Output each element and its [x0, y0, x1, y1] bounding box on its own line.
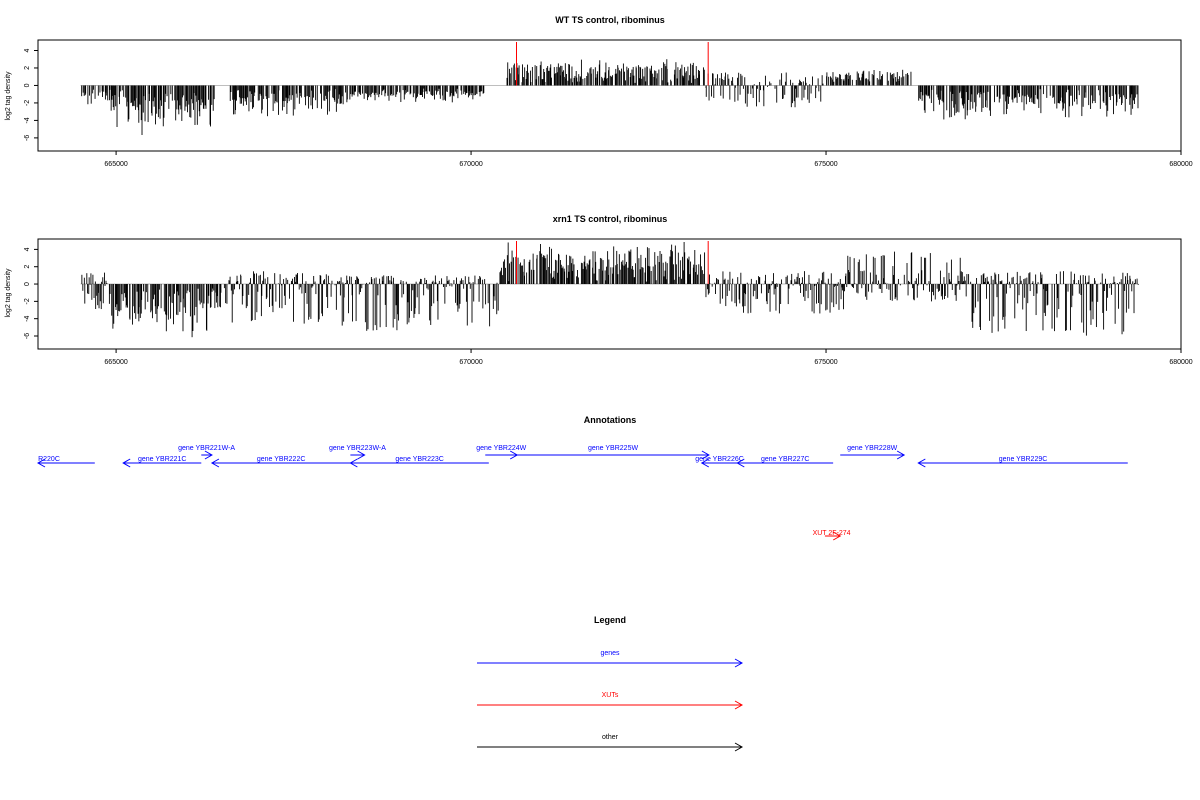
gene-label: gene YBR223W-A: [329, 445, 386, 452]
x-tick-label: 665000: [104, 359, 127, 366]
y-tick-label: -2: [24, 298, 31, 304]
y-tick-label: 4: [24, 247, 31, 251]
density-bars: [81, 242, 1139, 338]
gene-arrow-head: [122, 458, 131, 468]
y-tick-label: -6: [24, 135, 31, 141]
gene-arrow-head: [357, 450, 366, 460]
y-tick-label: 2: [24, 66, 31, 70]
gene-label: gene YBR225W: [588, 445, 638, 452]
legend-label: XUTs: [602, 692, 619, 699]
y-axis-label: log2 tag density: [5, 268, 12, 318]
x-tick-label: 670000: [459, 161, 482, 168]
gene-feature[interactable]: gene YBR228W: [840, 445, 906, 460]
gene-label: gene YBR222C: [257, 456, 306, 463]
legend-label: genes: [600, 650, 620, 657]
legend-item: XUTs: [477, 692, 744, 710]
x-tick-label: 670000: [459, 359, 482, 366]
gene-label: R220C: [38, 456, 60, 463]
density-bars: [81, 59, 1139, 136]
gene-feature[interactable]: gene YBR226C: [695, 456, 744, 468]
legend: Legend genes XUTs other: [477, 615, 744, 752]
x-tick-label: 665000: [104, 161, 127, 168]
gene-arrow-head: [736, 458, 745, 468]
gene-feature[interactable]: gene YBR223W-A: [329, 445, 386, 460]
gene-arrow-head: [700, 458, 710, 468]
annotations-track: Annotations R220C gene YBR221C gene YBR221…: [36, 415, 1128, 541]
gene-feature[interactable]: R220C: [36, 456, 95, 468]
gene-feature[interactable]: gene YBR222C: [210, 456, 351, 468]
gene-label: gene YBR229C: [999, 456, 1048, 463]
gene-feature[interactable]: gene YBR221C: [122, 456, 202, 468]
legend-item: genes: [477, 650, 744, 668]
panel-xrn1: xrn1 TS control, ribominus log2 tag dens…: [5, 214, 1193, 366]
gene-arrow-head: [896, 450, 906, 460]
annotations-title: Annotations: [584, 415, 637, 425]
annotation-features: R220C gene YBR221C gene YBR221W-A gene YBR2…: [36, 445, 1128, 541]
gene-feature[interactable]: gene YBR225W: [517, 445, 710, 460]
y-tick-label: -6: [24, 333, 31, 339]
gene-arrow-head: [36, 458, 46, 468]
panel-wt: WT TS control, ribominus log2 tag densit…: [5, 15, 1193, 168]
plot-area: -6 -4 -2 0 2 4 665000 670000 675000 680000: [24, 42, 1193, 168]
gene-feature[interactable]: gene YBR227C: [736, 456, 834, 468]
legend-label: other: [602, 734, 619, 741]
y-tick-label: 4: [24, 48, 31, 52]
gene-feature[interactable]: gene YBR223C: [349, 456, 489, 468]
legend-items: genes XUTs other: [477, 650, 744, 752]
legend-item: other: [477, 734, 744, 752]
panel-title: WT TS control, ribominus: [555, 15, 665, 25]
plot-frame: [37, 238, 1182, 350]
x-tick-label: 675000: [814, 359, 837, 366]
y-tick-label: -4: [24, 315, 31, 321]
x-tick-label: 680000: [1169, 359, 1192, 366]
y-tick-label: 0: [24, 282, 31, 286]
y-tick-label: 2: [24, 265, 31, 269]
plot-frame: [37, 39, 1182, 152]
gene-arrow-head: [701, 450, 710, 460]
legend-title: Legend: [594, 615, 626, 625]
xut-arrow-head: [832, 531, 842, 541]
legend-arrow-head: [734, 658, 744, 668]
y-tick-label: -4: [24, 117, 31, 123]
gene-label: gene YBR224W: [476, 445, 526, 452]
x-tick-label: 675000: [814, 161, 837, 168]
gene-arrow-head: [210, 458, 220, 468]
xut-label: XUT 2F-274: [813, 530, 851, 537]
gene-label: gene YBR228W: [847, 445, 897, 452]
legend-arrow-head: [734, 700, 744, 710]
gene-feature[interactable]: gene YBR229C: [917, 456, 1128, 468]
x-tick-label: 680000: [1169, 161, 1192, 168]
gene-label: gene YBR226C: [695, 456, 744, 463]
y-tick-label: 0: [24, 83, 31, 87]
gene-arrow-head: [349, 458, 358, 468]
gene-label: gene YBR223C: [395, 456, 444, 463]
y-tick-label: -2: [24, 100, 31, 106]
gene-label: gene YBR227C: [761, 456, 810, 463]
legend-arrow-head: [734, 742, 744, 752]
gene-arrow-head: [204, 450, 213, 460]
gene-label: gene YBR221C: [138, 456, 187, 463]
xut-feature[interactable]: XUT 2F-274: [813, 530, 851, 541]
y-axis-label: log2 tag density: [5, 71, 12, 121]
plot-area: -6 -4 -2 0 2 4 665000 670000 675000 680000: [24, 241, 1193, 366]
gene-arrow-head: [917, 458, 926, 468]
gene-label: gene YBR221W-A: [178, 445, 235, 452]
gene-feature[interactable]: gene YBR221W-A: [178, 445, 235, 460]
panel-title: xrn1 TS control, ribominus: [553, 214, 668, 224]
